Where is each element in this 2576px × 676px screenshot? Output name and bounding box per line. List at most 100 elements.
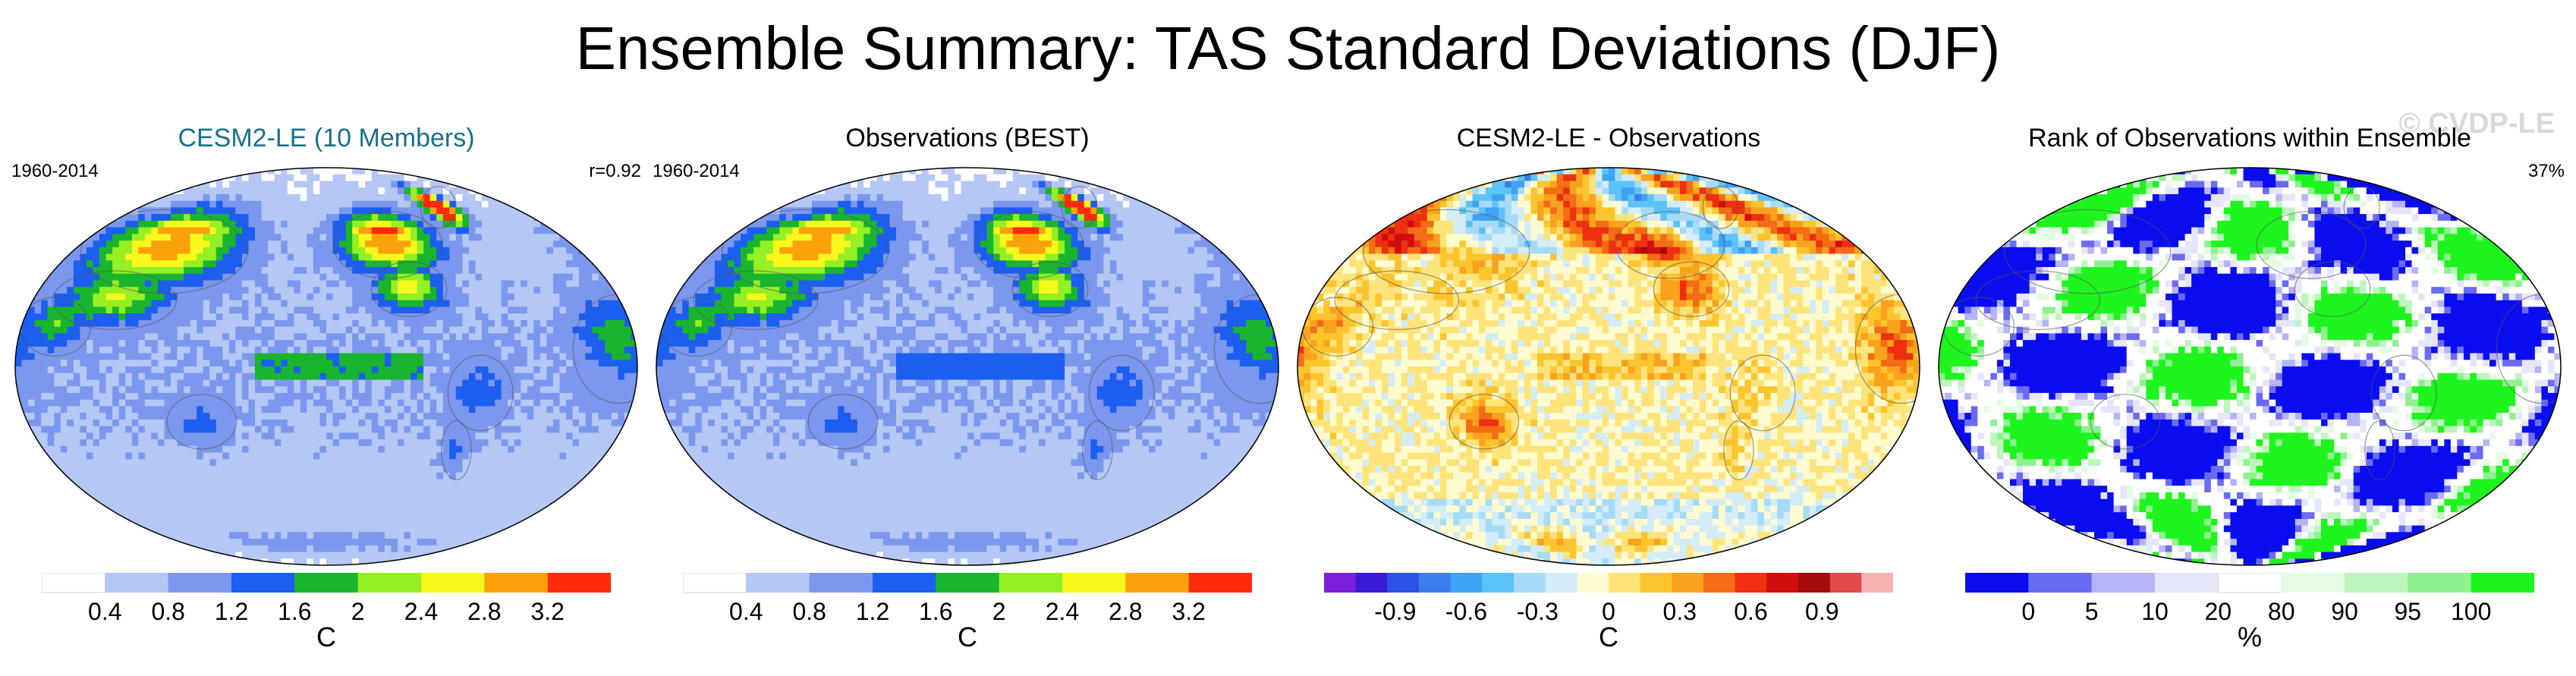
grid-cell — [131, 392, 139, 401]
grid-cell — [151, 300, 159, 307]
grid-cell — [34, 174, 42, 181]
grid-cell — [624, 241, 631, 248]
grid-cell — [242, 227, 250, 234]
grid-cell — [164, 466, 171, 473]
grid-cell — [455, 340, 463, 347]
grid-cell — [73, 379, 80, 387]
grid-cell — [611, 479, 618, 486]
grid-cell — [177, 220, 184, 228]
grid-cell — [274, 260, 282, 268]
grid-cell — [358, 505, 366, 513]
grid-cell — [585, 187, 593, 195]
grid-cell — [404, 181, 411, 188]
grid-cell — [125, 220, 133, 228]
grid-cell — [455, 214, 463, 222]
grid-cell — [495, 168, 502, 175]
grid-cell — [41, 241, 49, 248]
grid-cell — [371, 280, 379, 288]
grid-cell — [398, 459, 405, 467]
grid-cell — [339, 247, 347, 255]
grid-cell — [215, 253, 223, 261]
grid-cell — [598, 419, 605, 427]
grid-cell — [436, 214, 444, 222]
grid-cell — [184, 353, 191, 360]
grid-cell — [21, 386, 29, 394]
grid-cell — [54, 379, 61, 387]
grid-cell — [235, 353, 243, 360]
grid-cell — [34, 300, 42, 307]
grid-cell — [579, 472, 587, 479]
grid-cell — [138, 379, 146, 387]
grid-cell — [307, 168, 314, 175]
grid-cell — [579, 181, 587, 188]
grid-cell — [559, 267, 567, 275]
grid-cell — [131, 307, 139, 314]
grid-cell — [73, 193, 80, 202]
grid-cell — [151, 373, 159, 380]
grid-cell — [235, 432, 243, 440]
grid-cell — [248, 227, 256, 234]
grid-cell — [164, 452, 171, 460]
grid-cell — [339, 406, 347, 413]
grid-cell — [281, 241, 288, 248]
grid-cell — [618, 187, 625, 195]
grid-cell — [248, 241, 256, 248]
grid-cell — [468, 432, 476, 440]
grid-cell — [533, 426, 541, 433]
grid-cell — [533, 313, 541, 321]
grid-cell — [261, 280, 269, 288]
grid-cell — [417, 413, 424, 420]
grid-cell — [248, 340, 256, 347]
grid-cell — [60, 273, 68, 281]
grid-cell — [300, 220, 307, 228]
grid-cell — [73, 386, 80, 394]
grid-cell — [442, 472, 450, 479]
grid-cell — [449, 419, 457, 427]
grid-cell — [631, 307, 637, 314]
grid-cell — [15, 386, 23, 394]
grid-cell — [215, 373, 223, 380]
grid-cell — [475, 466, 483, 473]
grid-cell — [468, 399, 476, 407]
grid-cell — [105, 333, 113, 341]
grid-cell — [281, 207, 288, 215]
grid-cell — [495, 227, 502, 234]
grid-cell — [475, 472, 483, 479]
grid-cell — [261, 445, 269, 454]
grid-cell — [294, 505, 301, 513]
grid-cell — [255, 498, 263, 506]
grid-cell — [352, 234, 360, 241]
grid-cell — [157, 373, 165, 380]
grid-cell — [332, 319, 340, 328]
grid-cell — [598, 360, 605, 367]
grid-cell — [215, 181, 223, 188]
grid-cell — [533, 307, 541, 314]
grid-cell — [365, 319, 373, 328]
grid-cell — [197, 353, 204, 360]
grid-cell — [391, 227, 398, 234]
grid-cell — [112, 307, 120, 314]
grid-cell — [495, 333, 502, 341]
grid-cell — [118, 353, 126, 360]
grid-cell — [410, 505, 418, 513]
grid-cell — [539, 313, 547, 321]
grid-cell — [300, 406, 307, 413]
grid-cell — [404, 174, 411, 181]
grid-cell — [294, 459, 301, 467]
grid-cell — [313, 386, 320, 394]
grid-cell — [352, 492, 360, 500]
grid-cell — [105, 181, 113, 188]
grid-cell — [326, 253, 334, 261]
grid-cell — [572, 399, 580, 407]
grid-cell — [527, 472, 534, 479]
grid-cell — [410, 253, 418, 261]
grid-cell — [514, 253, 521, 261]
grid-cell — [345, 174, 353, 181]
grid-cell — [398, 466, 405, 473]
grid-cell — [358, 479, 366, 486]
grid-cell — [332, 432, 340, 440]
grid-cell — [15, 472, 23, 479]
grid-cell — [28, 187, 36, 195]
grid-cell — [546, 273, 554, 281]
grid-cell — [15, 267, 23, 275]
